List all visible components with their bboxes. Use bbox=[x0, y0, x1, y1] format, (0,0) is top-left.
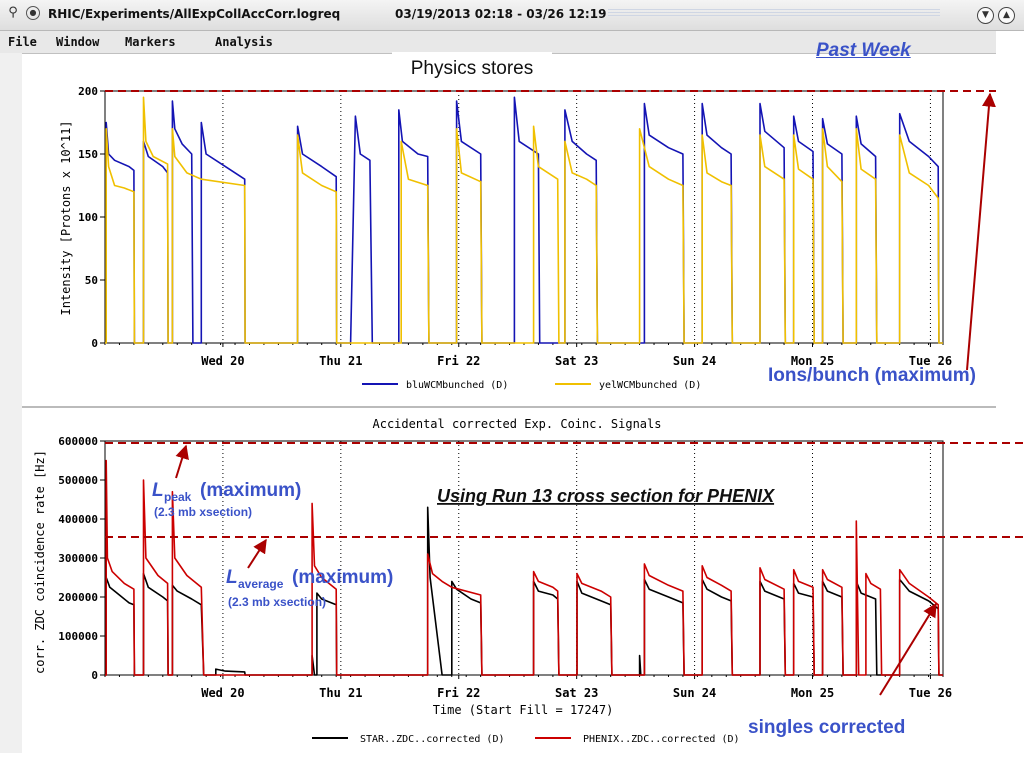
lavg-arrow bbox=[247, 538, 267, 569]
y-tick-label: 600000 bbox=[58, 435, 98, 448]
y-tick-label: 150 bbox=[78, 148, 98, 161]
run13-annotation: Using Run 13 cross section for PHENIX bbox=[437, 486, 775, 506]
zdc-series bbox=[105, 459, 943, 676]
x-tick-label: Wed 20 bbox=[201, 686, 244, 700]
lavg-maximum: (maximum) bbox=[292, 567, 393, 588]
y-tick-label: 50 bbox=[85, 274, 98, 287]
x-tick-label: Tue 26 bbox=[909, 354, 952, 368]
window-title: RHIC/Experiments/AllExpCollAccCorr.logre… bbox=[48, 7, 341, 21]
zdc-x-label: Time (Start Fill = 17247) bbox=[433, 703, 614, 717]
lpeak-annotation: L peak (maximum) (2.3 mb xsection) bbox=[152, 480, 301, 519]
legend-phenix-label: PHENIX..ZDC..corrected (D) bbox=[583, 734, 740, 745]
menu-window[interactable]: Window bbox=[56, 35, 100, 49]
legend-blu-label: bluWCMbunched (D) bbox=[406, 380, 508, 391]
x-tick-label: Tue 26 bbox=[909, 686, 952, 700]
lavg-xsection-note: (2.3 mb xsection) bbox=[228, 595, 326, 609]
zdc-y-label: corr. ZDC coincidence rate [Hz] bbox=[33, 450, 47, 674]
intensity-plot-frame bbox=[104, 90, 944, 344]
lavg-subscript: average bbox=[238, 577, 284, 591]
singles-annotation: singles corrected bbox=[748, 717, 905, 738]
intensity-series bbox=[105, 96, 943, 344]
y-tick-label: 200 bbox=[78, 85, 98, 98]
y-tick-label: 200000 bbox=[58, 591, 98, 604]
pin-icon[interactable]: ⚲ bbox=[8, 5, 18, 20]
zdc-x-ticks: Wed 20 Thu 21 Fri 22 Sat 23 Sun 24 Mon 25 Tue … bbox=[104, 675, 952, 700]
x-tick-label: Sun 24 bbox=[673, 354, 716, 368]
x-tick-label: Mon 25 bbox=[791, 686, 834, 700]
x-tick-label: Thu 21 bbox=[319, 686, 362, 700]
series-line bbox=[105, 459, 943, 676]
legend-yel-label: yelWCMbunched (D) bbox=[599, 380, 701, 391]
series-line bbox=[105, 96, 943, 344]
x-tick-label: Sat 23 bbox=[555, 354, 598, 368]
x-tick-label: Thu 21 bbox=[319, 354, 362, 368]
lpeak-L: L bbox=[152, 480, 164, 501]
x-tick-label: Fri 22 bbox=[437, 354, 480, 368]
legend-star-label: STAR..ZDC..corrected (D) bbox=[360, 734, 505, 745]
zdc-grid bbox=[222, 441, 931, 675]
x-tick-label: Wed 20 bbox=[201, 354, 244, 368]
left-gutter bbox=[0, 53, 22, 753]
y-tick-label: 400000 bbox=[58, 513, 98, 526]
maximize-icon[interactable]: ▲ bbox=[998, 7, 1015, 24]
x-tick-label: Mon 25 bbox=[791, 354, 834, 368]
lpeak-xsection-note: (2.3 mb xsection) bbox=[154, 505, 252, 519]
zdc-plot-title: Accidental corrected Exp. Coinc. Signals bbox=[373, 417, 662, 431]
y-tick-label: 500000 bbox=[58, 474, 98, 487]
y-tick-label: 0 bbox=[91, 337, 98, 350]
ions-bunch-annotation: Ions/bunch (maximum) bbox=[768, 365, 976, 386]
x-tick-label: Fri 22 bbox=[437, 686, 480, 700]
menu-file[interactable]: File bbox=[8, 35, 37, 49]
minimize-icon[interactable]: ▼ bbox=[977, 7, 994, 24]
menu-markers[interactable]: Markers bbox=[125, 35, 176, 49]
zdc-plot-frame bbox=[104, 440, 944, 676]
time-range: 03/19/2013 02:18 - 03/26 12:19 bbox=[395, 7, 607, 21]
zdc-y-ticks: 0 100000 200000 300000 400000 500000 600000 bbox=[58, 435, 105, 682]
right-margin bbox=[996, 31, 1024, 408]
intensity-y-label: Intensity [Protons x 10^11] bbox=[59, 120, 73, 315]
intensity-y-ticks: 0 50 100 150 200 bbox=[78, 85, 105, 350]
singles-arrow bbox=[879, 602, 937, 696]
x-tick-label: Sat 23 bbox=[555, 686, 598, 700]
window-menu-icon[interactable]: ● bbox=[26, 6, 40, 20]
lpeak-subscript: peak bbox=[164, 490, 192, 504]
physics-stores-label: Physics stores bbox=[392, 52, 552, 86]
lpeak-maximum: (maximum) bbox=[200, 480, 301, 501]
y-tick-label: 100000 bbox=[58, 630, 98, 643]
y-tick-label: 300000 bbox=[58, 552, 98, 565]
menu-analysis[interactable]: Analysis bbox=[215, 35, 273, 49]
titlebar-drag-area[interactable] bbox=[608, 9, 940, 18]
y-tick-label: 0 bbox=[91, 669, 98, 682]
window-titlebar: ⚲ ● RHIC/Experiments/AllExpCollAccCorr.l… bbox=[0, 0, 1024, 31]
x-tick-label: Sun 24 bbox=[673, 686, 716, 700]
lpeak-arrow bbox=[175, 444, 189, 479]
lavg-L: L bbox=[226, 567, 238, 588]
past-week-link[interactable]: Past Week bbox=[816, 40, 911, 61]
y-tick-label: 100 bbox=[78, 211, 98, 224]
lavg-annotation: L average (maximum) (2.3 mb xsection) bbox=[226, 567, 393, 609]
intensity-x-ticks: Wed 20 Thu 21 Fri 22 Sat 23 Sun 24 Mon 25 Tue … bbox=[104, 343, 952, 368]
ions-arrow bbox=[966, 92, 996, 371]
